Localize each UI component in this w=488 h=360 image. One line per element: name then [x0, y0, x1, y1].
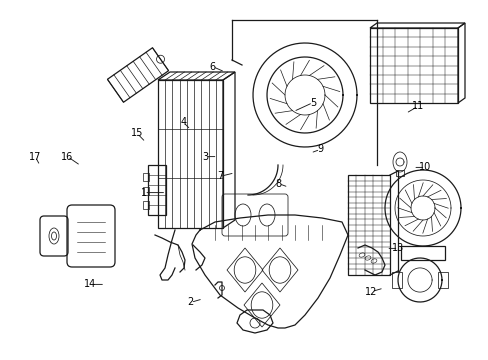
Bar: [142, 201, 149, 209]
Bar: [400, 246, 444, 260]
Text: 2: 2: [187, 297, 193, 307]
Bar: [142, 173, 149, 181]
Text: 16: 16: [61, 152, 74, 162]
Bar: [369, 28, 457, 103]
Bar: [142, 187, 149, 195]
Text: 7: 7: [217, 171, 223, 181]
Text: 12: 12: [365, 287, 377, 297]
Text: 15: 15: [130, 128, 143, 138]
Text: 5: 5: [309, 98, 315, 108]
Bar: [148, 165, 165, 215]
Text: 4: 4: [180, 117, 186, 127]
Text: 8: 8: [275, 179, 281, 189]
Text: 11: 11: [411, 101, 424, 111]
Text: 13: 13: [391, 243, 404, 253]
Text: 1: 1: [141, 188, 147, 198]
Text: 10: 10: [418, 162, 431, 172]
Text: 6: 6: [209, 62, 215, 72]
Text: 9: 9: [317, 144, 323, 154]
Bar: [391, 272, 401, 288]
Text: 14: 14: [84, 279, 97, 289]
Bar: [347, 175, 389, 275]
Bar: [437, 272, 447, 288]
Text: 3: 3: [202, 152, 208, 162]
Text: 17: 17: [29, 152, 41, 162]
Bar: [395, 170, 403, 176]
